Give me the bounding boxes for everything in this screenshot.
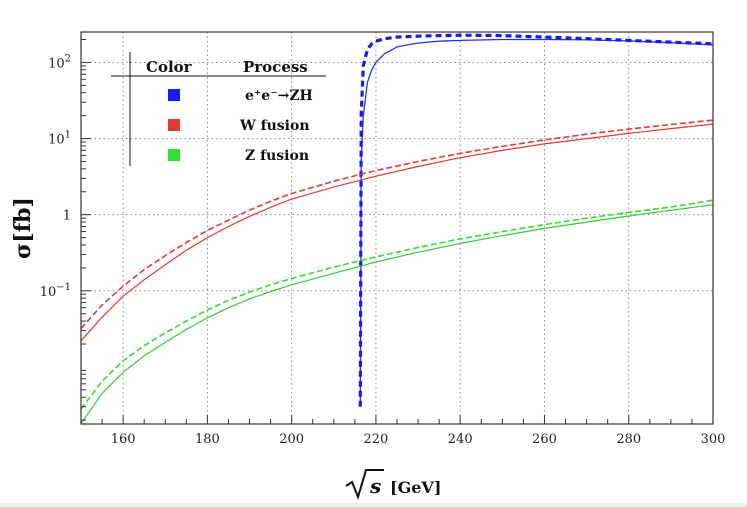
legend-header-color: Color [146,58,193,76]
x-tick-label: 300 [701,432,726,447]
series-line-zfusion-solid [80,204,714,424]
series-line-zfusion-dashed [80,199,714,410]
legend: Color Process e⁺e⁻→ZH W fusion Z fusion [111,52,326,166]
x-tick-label: 160 [111,432,136,447]
sqrt-symbol [345,469,384,501]
series-line-wfusion-solid [80,123,714,342]
y-tick-labels: 10−1 1 101 102 [40,53,71,299]
x-tick-label: 200 [279,432,304,447]
x-tick-label: 260 [532,432,557,447]
y-tick-label: 1 [63,209,71,224]
legend-header-process: Process [243,58,308,76]
series-line-eezh-dashed [358,33,714,407]
y-axis-title: σ[fb] [10,197,36,259]
y-tick-label: 101 [48,130,71,148]
x-tick-labels: 160 180 200 220 240 260 280 300 [111,432,726,447]
legend-swatch-wfusion [168,119,180,131]
legend-label-zh: e⁺e⁻→ZH [245,88,313,104]
x-tick-label: 220 [364,432,389,447]
x-tick-label: 180 [195,432,220,447]
y-tick-label: 10−1 [40,282,71,300]
legend-swatch-zh [168,89,180,101]
series-line-eezh-solid [359,38,714,407]
grid-lines [81,32,713,424]
axis-ticks [81,39,714,424]
series-line-wfusion-dashed [80,119,714,330]
x-axis-unit: [GeV] [390,478,441,497]
series-layer [80,33,714,424]
legend-label-zfusion: Z fusion [245,148,309,164]
bottom-border-strip [0,503,747,507]
x-tick-label: 240 [448,432,473,447]
legend-label-wfusion: W fusion [239,118,310,134]
x-axis-symbol: s [369,474,381,498]
y-tick-label: 102 [48,53,71,71]
x-axis-title: s [GeV] [345,469,441,501]
x-tick-label: 280 [616,432,641,447]
legend-swatch-zfusion [168,149,180,161]
